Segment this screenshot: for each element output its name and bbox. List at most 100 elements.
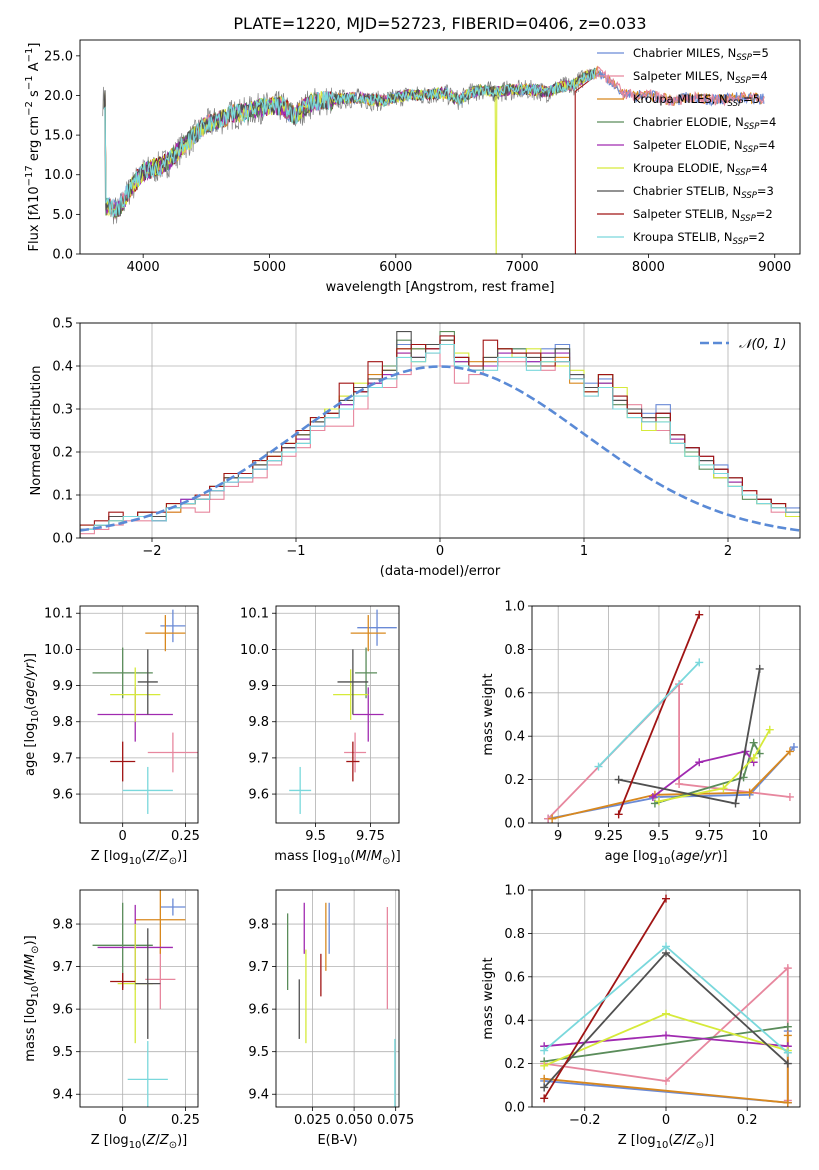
legend-entry: Salpeter MILES, NSSP=4 [633,69,768,86]
weight-marker-kroupa_elodie [749,753,758,762]
weight-marker-chabrier_stelib [755,664,764,673]
y-tick-label: 0.4 [504,1014,525,1029]
y-tick-label: 9.7 [248,751,269,766]
x-tick-label: 6000 [379,260,412,275]
weight-marker-kroupa_miles [540,1074,549,1083]
y-axis-label: Flux [fλ10−17 erg cm−2 s−1 A−1] [24,43,42,252]
y-tick-label: 0.4 [52,360,73,375]
y-tick-label: 0.2 [504,773,525,788]
model-line-kroupa_stelib [103,68,596,218]
legend-entry: Chabrier STELIB, NSSP=3 [633,184,774,201]
weight-marker-kroupa_stelib [783,1048,792,1057]
weight-marker-salpeter_miles [783,964,792,973]
x-tick-label: 10 [751,829,768,844]
age_vs_z-axes: 0 0.25 9.6 9.7 9.8 9.9 10.0 10.1 Z [log10(Z/Z⊙)]… [23,606,200,867]
x-tick-label: 2 [724,544,732,559]
y-tick-label: 10.0 [240,643,269,658]
x-axis-label: (data-model)/error [380,564,501,579]
weight-line-chabrier_elodie [544,1025,788,1063]
plot-frame [531,605,801,824]
x-tick-label: 9.75 [695,829,724,844]
weight-marker-salpeter_miles [662,1076,670,1085]
y-tick-label: 9.7 [52,960,73,975]
x-tick-label: 0 [436,544,444,559]
weight-line-kroupa_stelib [597,661,700,768]
y-axis-label: mass weight [481,673,496,755]
y-tick-label: 0.3 [52,403,73,418]
y-tick-label: 0.0 [504,1101,525,1116]
weight-marker-kroupa_miles [785,747,794,756]
y-tick-label: 0.0 [504,817,525,832]
x-axis-label: wavelength [Angstrom, rest frame] [326,280,555,295]
x-axis-label: Z [log10(Z/Z⊙)] [91,1133,188,1151]
x-axis-label: Z [log10(Z/Z⊙)] [618,1133,715,1151]
x-tick-label: 7000 [506,260,539,275]
y-tick-label: 9.4 [52,1088,73,1103]
x-tick-label: 0.25 [171,1113,200,1128]
y-tick-label: 5.0 [52,208,73,223]
weight-line-salpeter_stelib [617,614,701,815]
legend-entry: Salpeter ELODIE, NSSP=4 [633,138,775,155]
weight-marker-chabrier_stelib [614,775,623,784]
weight-marker-salpeter_elodie [695,758,704,767]
x-tick-label: 0.075 [377,1113,414,1128]
x-tick-label: 0.25 [171,829,200,844]
y-tick-label: 10.0 [44,168,73,183]
weight-line-kroupa_miles [551,750,791,820]
mass_vs_z-axes: 0 0.25 9.4 9.5 9.6 9.7 9.8 Z [log10(Z/Z⊙)] mass … [23,890,200,1151]
y-tick-label: 0.0 [52,532,73,547]
plot-frame [531,889,801,1108]
x-tick-label: 9.5 [305,829,326,844]
y-tick-label: 0.6 [504,686,525,701]
weight-marker-chabrier_elodie [749,738,758,747]
legend-entry: Kroupa MILES, NSSP=5 [633,92,760,109]
x-tick-label: 9.25 [594,829,623,844]
y-tick-label: 9.9 [248,679,269,694]
y-tick-label: 9.4 [248,1088,269,1103]
plot-frame [79,605,199,824]
weight-marker-chabrier_stelib [783,1059,792,1068]
plot-frame [275,889,400,1108]
x-axis-label: age [log10(age/yr)] [605,849,728,867]
plot-frame [79,39,801,255]
weight-marker-salpeter_stelib [540,1094,549,1103]
y-tick-label: 25.0 [44,49,73,64]
y-tick-label: 9.6 [52,1003,73,1018]
y-tick-label: 9.7 [52,751,73,766]
weight-marker-kroupa_stelib [662,942,670,951]
plot-frame [79,889,199,1108]
weight-marker-salpeter_stelib [662,894,670,903]
weight-marker-kroupa_elodie [540,1061,549,1070]
weight-marker-chabrier_elodie [783,1022,792,1031]
x-tick-label: −2 [142,544,161,559]
weight_vs_age-axes: 9 9.25 9.5 9.75 10 0.0 0.2 0.4 0.6 0.8 1.0 age [log… [481,600,800,867]
spectrum-axes: 4000 5000 6000 7000 8000 9000 0.0 5.0 10.0 15.0 20… [24,43,791,295]
y-tick-label: 0.4 [504,730,525,745]
legend-entry: Kroupa STELIB, NSSP=2 [633,230,765,247]
y-tick-label: 9.9 [52,679,73,694]
x-axis-label: E(B-V) [317,1133,357,1148]
weight-line-chabrier_elodie [654,740,761,805]
x-tick-label: 0 [119,829,127,844]
legend: Chabrier MILES, NSSP=5 Salpeter MILES, NS… [597,46,776,247]
plot-frame [275,605,400,824]
legend-entry: Chabrier ELODIE, NSSP=4 [633,115,776,132]
y-tick-label: 0.8 [504,927,525,942]
age_vs_mass-axes: 9.5 9.75 9.6 9.7 9.8 9.9 10.0 10.1 mass [log10(M… [240,606,401,867]
residuals-axes: −2 −1 0 1 2 0.0 0.1 0.2 0.3 0.4 0.5 (data-model)/er… [29,317,800,579]
x-tick-label: 9 [554,829,562,844]
y-tick-label: 20.0 [44,89,73,104]
weight-marker-chabrier_stelib [540,1083,549,1092]
x-tick-label: 1 [580,544,588,559]
y-tick-label: 0.2 [52,446,73,461]
x-tick-label: 9.5 [649,829,670,844]
y-tick-label: 1.0 [504,600,525,615]
y-tick-label: 15.0 [44,129,73,144]
y-tick-label: 0.0 [52,248,73,263]
y-tick-label: 10.1 [240,607,269,622]
y-tick-label: 1.0 [504,884,525,899]
y-axis-label: age [log10(age/yr)] [23,653,41,776]
weight-marker-chabrier_stelib [731,799,740,808]
x-tick-label: 0.2 [737,1113,758,1128]
